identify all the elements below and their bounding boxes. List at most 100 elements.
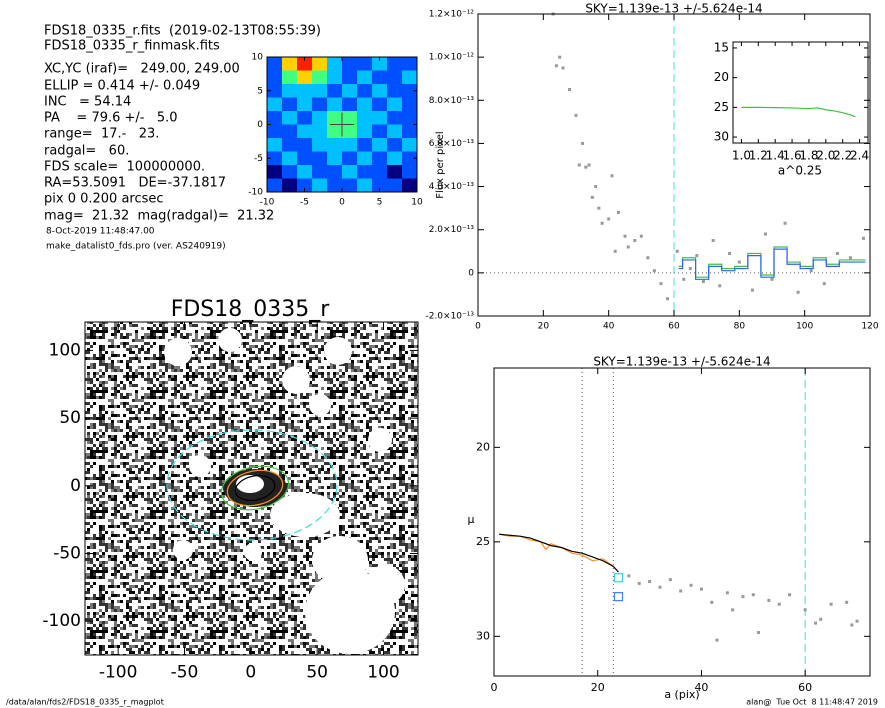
point — [639, 234, 643, 238]
point — [731, 608, 735, 612]
x-tick-label: 2.0 — [816, 148, 835, 162]
x-tick-label: 5 — [377, 198, 383, 208]
heat-cell — [372, 84, 388, 98]
header-line: 8-Oct-2019 11:48:47.00 — [46, 227, 155, 237]
heat-cell — [357, 84, 373, 98]
point — [688, 267, 692, 271]
point — [581, 141, 585, 145]
y-tick-label: 0 — [257, 120, 263, 130]
heat-cell — [327, 84, 343, 98]
x-tick-label: 40 — [603, 322, 615, 332]
x-tick-label: 1.8 — [799, 148, 818, 162]
heat-cell — [342, 124, 358, 139]
point — [594, 185, 598, 189]
point — [607, 217, 611, 221]
x-tick-label: 40 — [694, 681, 708, 694]
heat-cell — [327, 57, 343, 71]
flux-title: SKY=1.139e-13 +/-5.624e-14 — [585, 2, 762, 16]
heat-cell — [312, 57, 328, 71]
point — [613, 249, 617, 253]
point — [848, 256, 852, 260]
y-tick-label: 10 — [252, 53, 264, 63]
heat-cell — [357, 111, 373, 125]
heat-cell — [372, 165, 388, 179]
heat-cell — [267, 151, 283, 166]
heat-cell — [297, 178, 313, 193]
x-tick-label: 0 — [339, 198, 345, 208]
heat-cell — [312, 111, 328, 125]
heat-cell — [387, 97, 403, 112]
point — [689, 583, 693, 587]
heat-cell — [282, 70, 298, 85]
point — [711, 239, 715, 242]
heat-cell — [402, 97, 418, 112]
x-tick-label: 1.0 — [732, 148, 751, 162]
point — [679, 589, 683, 593]
heat-cell — [342, 111, 358, 125]
heat-cell — [282, 57, 298, 71]
heat-cell — [402, 165, 418, 179]
profile-y-label: μ — [468, 513, 475, 526]
header-line: range= 17.- 23. — [44, 127, 159, 142]
x-tick-label: -5 — [300, 198, 309, 208]
y-tick-label: 1.0×10⁻¹² — [429, 53, 475, 63]
point — [763, 232, 767, 236]
heat-cell — [282, 138, 298, 152]
point — [648, 580, 652, 584]
point — [682, 277, 686, 281]
x-tick-label: -10 — [260, 198, 275, 208]
heat-cell — [297, 111, 313, 125]
y-tick-label: 1.2×10⁻¹² — [429, 10, 475, 20]
heat-cell — [327, 165, 343, 179]
point — [861, 236, 865, 240]
point — [788, 593, 792, 597]
heat-cell — [342, 165, 358, 179]
point — [850, 623, 854, 627]
inset-x-label: a^0.25 — [778, 164, 822, 178]
x-tick-label: 50 — [306, 662, 328, 682]
heat-cell — [297, 70, 313, 85]
point — [715, 638, 719, 642]
header-line: PA = 79.6 +/- 5.0 — [44, 111, 178, 126]
point — [718, 284, 722, 288]
x-tick-label: 2.4 — [850, 148, 869, 162]
point — [613, 592, 624, 602]
heat-cell — [282, 97, 298, 112]
header-line: FDS18_0335_r_finmask.fits — [44, 39, 220, 54]
heat-cell — [297, 84, 313, 98]
heat-cell — [327, 111, 343, 125]
heat-cell — [297, 97, 313, 112]
heat-cell — [312, 165, 328, 179]
y-tick-label: -100 — [42, 611, 81, 631]
point — [610, 174, 614, 178]
y-tick-label: 15 — [714, 40, 729, 54]
heat-cell — [357, 151, 373, 166]
axes-box — [84, 321, 419, 656]
heat-cell — [402, 138, 418, 152]
heat-cell — [357, 97, 373, 112]
point — [665, 297, 669, 301]
y-tick-label: 25 — [714, 100, 729, 114]
x-tick-label: 10 — [411, 198, 423, 208]
footer-left: /data/alan/fds2/FDS18_0335_r_magplot — [6, 698, 164, 707]
heat-cell — [297, 151, 313, 166]
flux-y-label: Flux per pixel — [435, 131, 446, 198]
point — [567, 88, 571, 91]
panel: 0 20 40 60 80 100 120-2.0×10⁻¹³02.0×10⁻¹³4.0×1… — [425, 10, 878, 332]
point — [822, 282, 826, 286]
point — [767, 598, 771, 602]
heat-cell — [372, 70, 388, 85]
heat-cell — [387, 57, 403, 71]
point — [699, 587, 703, 591]
heat-cell — [372, 111, 388, 125]
heat-cell — [267, 97, 283, 112]
heat-cell — [342, 84, 358, 98]
heat-cell — [312, 70, 328, 85]
header-line: radgal= 60. — [44, 144, 129, 159]
point — [558, 55, 562, 59]
x-tick-label: -50 — [171, 662, 199, 682]
y-tick-label: 20 — [476, 440, 490, 453]
heat-cell — [387, 111, 403, 125]
heat-cell — [282, 165, 298, 179]
heat-cell — [372, 124, 388, 139]
